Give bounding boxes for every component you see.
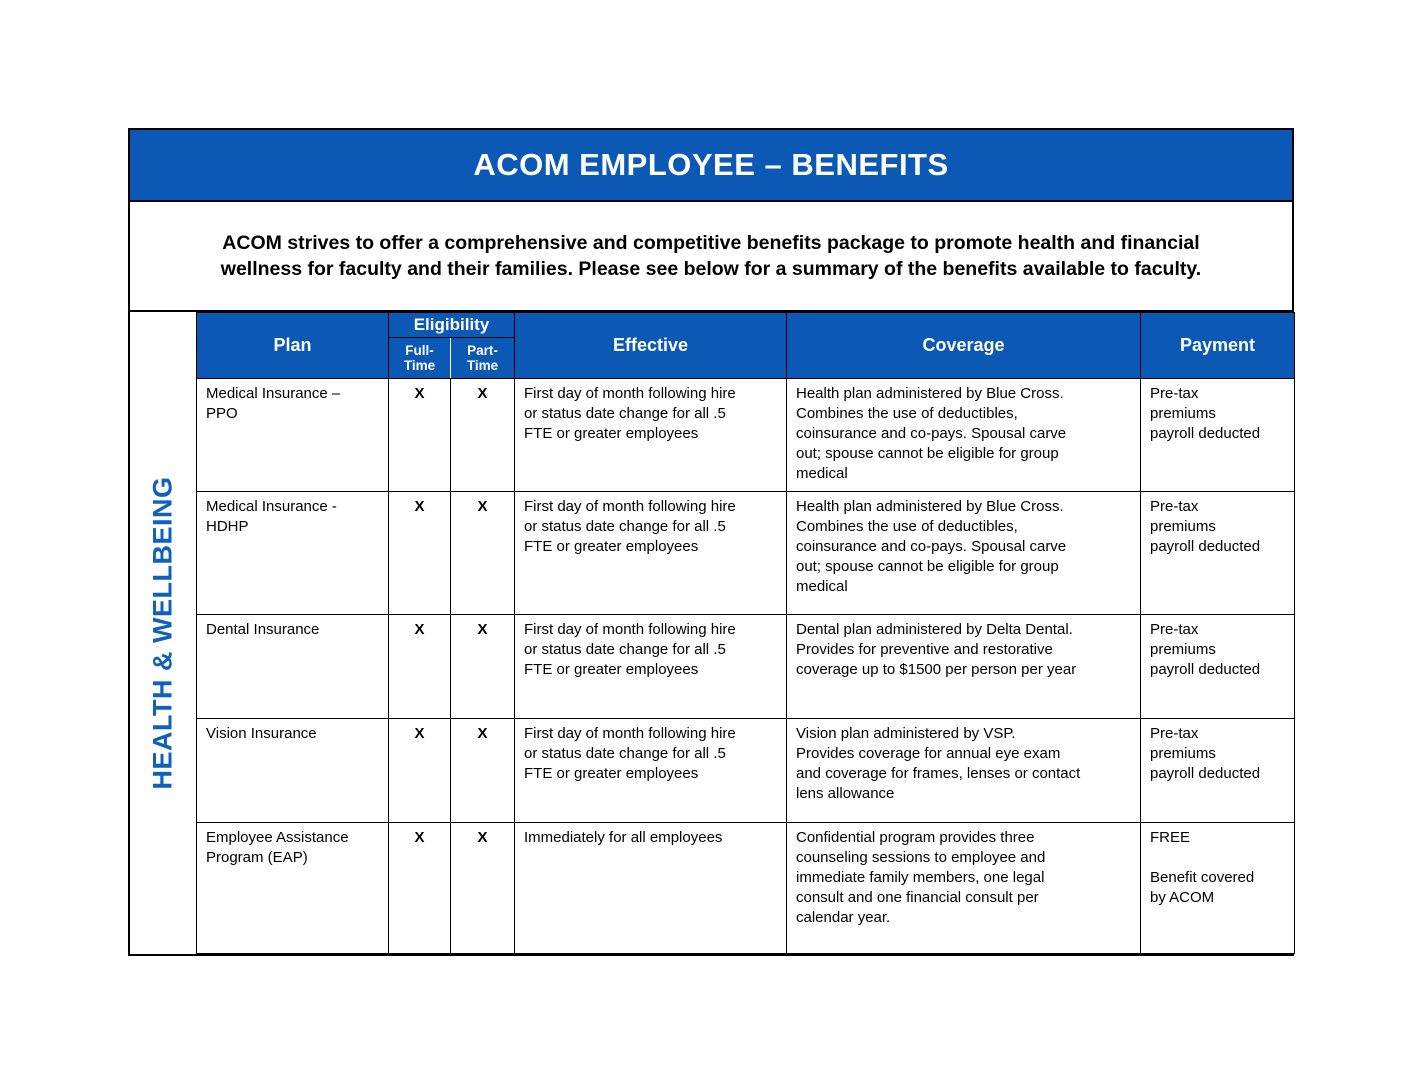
cell-full-time-mark: X (388, 491, 451, 615)
cell-part-time-mark: X (450, 822, 515, 954)
page-title: ACOM EMPLOYEE – BENEFITS (473, 147, 949, 182)
cell-coverage: Dental plan administered by Delta Dental… (786, 614, 1141, 719)
column-header-plan: Plan (196, 312, 389, 379)
table-header: Plan Eligibility Effective Coverage Paym… (196, 312, 1295, 379)
cell-payment: Pre-tax premiums payroll deducted (1140, 491, 1295, 615)
category-band: HEALTH & WELLBEING (130, 312, 196, 954)
cell-effective: First day of month following hire or sta… (514, 491, 787, 615)
cell-part-time-mark: X (450, 378, 515, 492)
column-header-part-time: Part-Time (450, 337, 515, 379)
cell-part-time-mark: X (450, 718, 515, 823)
table-row: Dental Insurance X X First day of month … (196, 614, 1295, 719)
cell-payment: Pre-tax premiums payroll deducted (1140, 378, 1295, 492)
column-header-effective: Effective (514, 312, 787, 379)
cell-full-time-mark: X (388, 378, 451, 492)
cell-payment: Pre-tax premiums payroll deducted (1140, 718, 1295, 823)
cell-full-time-mark: X (388, 718, 451, 823)
cell-coverage: Confidential program provides three coun… (786, 822, 1141, 954)
cell-plan: Employee Assistance Program (EAP) (196, 822, 389, 954)
cell-effective: First day of month following hire or sta… (514, 378, 787, 492)
column-header-coverage: Coverage (786, 312, 1141, 379)
cell-coverage: Health plan administered by Blue Cross. … (786, 378, 1141, 492)
column-header-payment: Payment (1140, 312, 1295, 379)
table-row: Vision Insurance X X First day of month … (196, 718, 1295, 823)
category-label: HEALTH & WELLBEING (147, 476, 178, 790)
cell-plan: Medical Insurance - HDHP (196, 491, 389, 615)
main-section: HEALTH & WELLBEING Plan Eligibility Effe… (130, 312, 1295, 954)
table-row: Medical Insurance - HDHP X X First day o… (196, 491, 1295, 615)
cell-plan: Dental Insurance (196, 614, 389, 719)
cell-coverage: Health plan administered by Blue Cross. … (786, 491, 1141, 615)
doc-container: ACOM EMPLOYEE – BENEFITS ACOM strives to… (128, 128, 1295, 956)
intro-text: ACOM strives to offer a comprehensive an… (220, 231, 1202, 280)
cell-effective: First day of month following hire or sta… (514, 718, 787, 823)
cell-part-time-mark: X (450, 614, 515, 719)
column-header-full-time: Full-Time (388, 337, 451, 379)
cell-effective: Immediately for all employees (514, 822, 787, 954)
cell-full-time-mark: X (388, 614, 451, 719)
cell-effective: First day of month following hire or sta… (514, 614, 787, 719)
table-row: Employee Assistance Program (EAP) X X Im… (196, 822, 1295, 954)
title-bar: ACOM EMPLOYEE – BENEFITS (130, 130, 1292, 202)
cell-plan: Vision Insurance (196, 718, 389, 823)
intro-section: ACOM strives to offer a comprehensive an… (130, 202, 1292, 312)
cell-payment: FREE Benefit covered by ACOM (1140, 822, 1295, 954)
cell-coverage: Vision plan administered by VSP. Provide… (786, 718, 1141, 823)
cell-part-time-mark: X (450, 491, 515, 615)
benefits-table: Plan Eligibility Effective Coverage Paym… (196, 312, 1295, 954)
cell-full-time-mark: X (388, 822, 451, 954)
cell-plan: Medical Insurance – PPO (196, 378, 389, 492)
table-row: Medical Insurance – PPO X X First day of… (196, 378, 1295, 492)
column-header-eligibility: Eligibility (388, 312, 515, 338)
cell-payment: Pre-tax premiums payroll deducted (1140, 614, 1295, 719)
